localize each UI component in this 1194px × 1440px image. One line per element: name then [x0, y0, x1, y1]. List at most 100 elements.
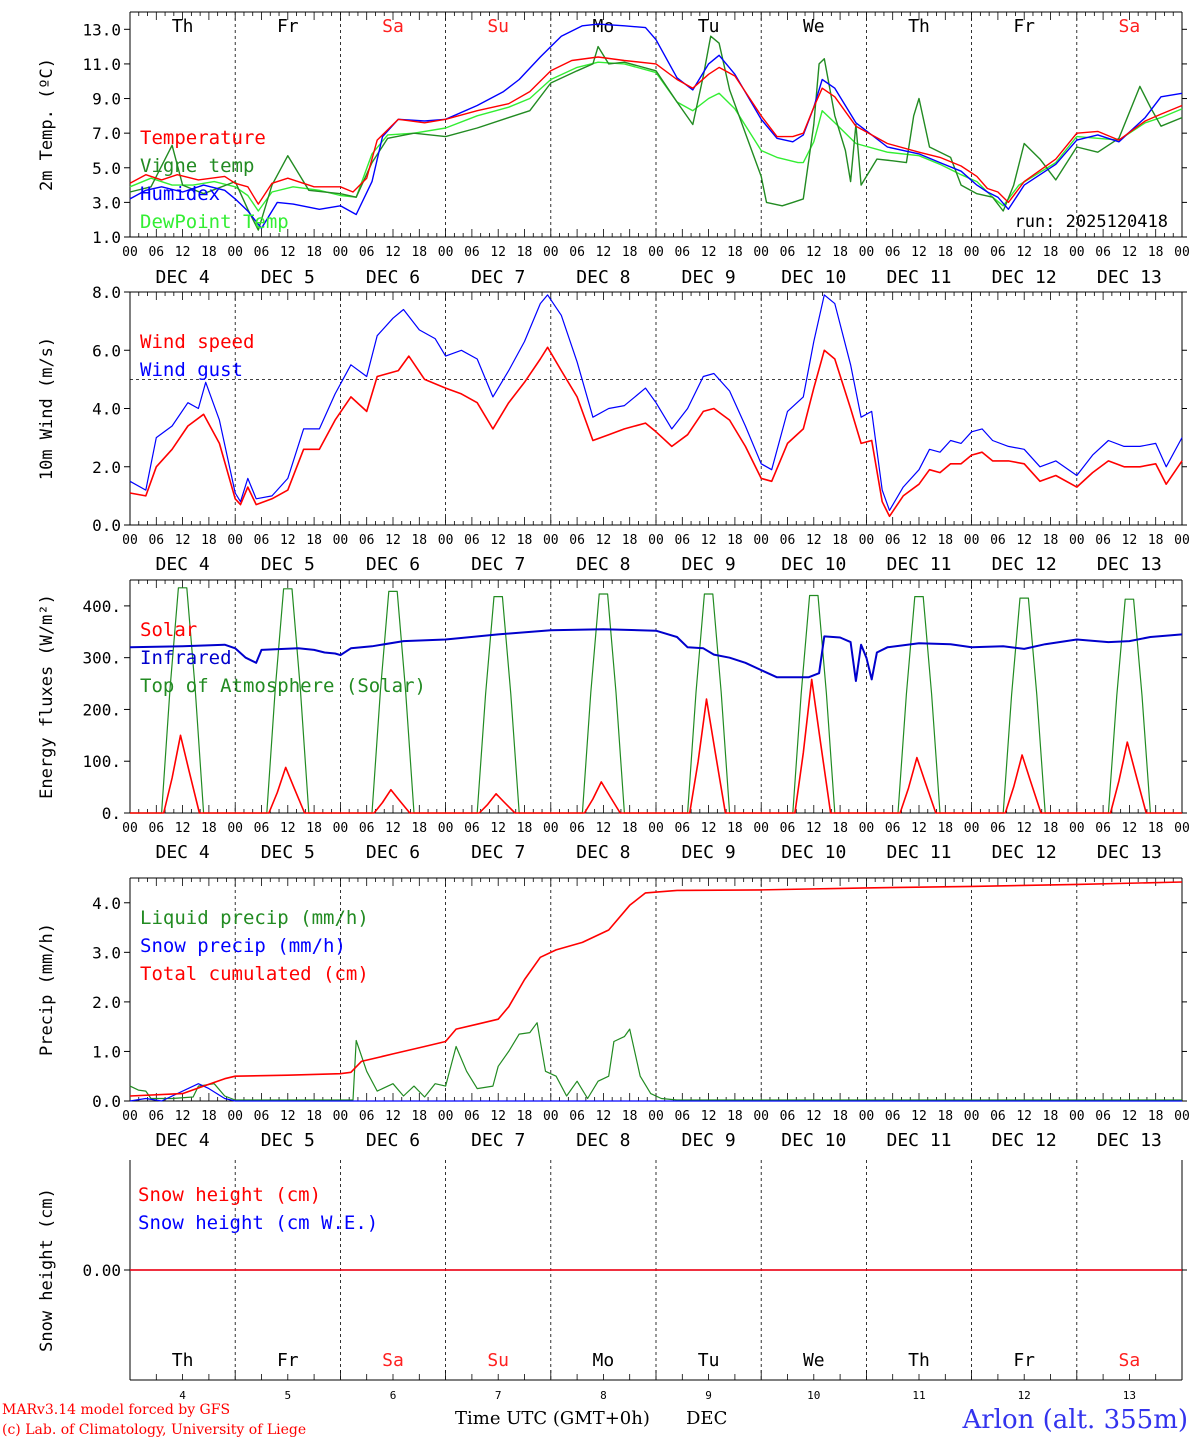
date-label: DEC 5 — [261, 1130, 315, 1151]
y-tick-label: 0. — [102, 804, 121, 823]
hour-label: 18 — [306, 821, 322, 836]
hour-label: 06 — [1095, 821, 1111, 836]
day-name: Mo — [593, 1350, 615, 1371]
day-number: 10 — [807, 1389, 820, 1402]
date-label: DEC 13 — [1097, 842, 1162, 863]
y-tick-label: 0.00 — [82, 1261, 121, 1280]
y-tick-label: 4.0 — [92, 400, 121, 419]
hour-label: 12 — [806, 533, 822, 548]
legend-entry: Total cumulated (cm) — [140, 963, 369, 985]
hour-label: 06 — [1095, 1109, 1111, 1124]
hour-label: 12 — [1016, 533, 1032, 548]
hour-label: 00 — [227, 1109, 243, 1124]
hour-label: 12 — [806, 245, 822, 260]
date-label: DEC 8 — [576, 1130, 630, 1151]
hour-label: 12 — [280, 821, 296, 836]
hour-label: 18 — [832, 1109, 848, 1124]
day-name: Th — [172, 16, 194, 37]
day-name: Fr — [277, 1350, 299, 1371]
hour-label: 06 — [885, 821, 901, 836]
hour-label: 00 — [122, 533, 138, 548]
legend-entry: Vigne temp — [140, 155, 254, 177]
hour-label: 18 — [201, 821, 217, 836]
hour-label: 18 — [937, 821, 953, 836]
hour-label: 06 — [254, 1109, 270, 1124]
hour-label: 12 — [175, 821, 191, 836]
hour-label: 00 — [1174, 245, 1190, 260]
date-label: DEC 13 — [1097, 554, 1162, 575]
hour-label: 12 — [385, 533, 401, 548]
date-label: DEC 5 — [261, 267, 315, 288]
hour-label: 18 — [622, 533, 638, 548]
hour-label: 06 — [885, 1109, 901, 1124]
day-name: Su — [487, 16, 509, 37]
hour-label: 00 — [964, 821, 980, 836]
hour-label: 00 — [859, 533, 875, 548]
hour-label: 12 — [806, 1109, 822, 1124]
date-label: DEC 9 — [682, 842, 736, 863]
series-liquid-precip — [129, 1022, 1182, 1101]
day-number: 8 — [600, 1389, 607, 1402]
hour-label: 18 — [727, 821, 743, 836]
date-label: DEC 8 — [576, 842, 630, 863]
hour-label: 00 — [543, 245, 559, 260]
y-tick-label: 0.0 — [92, 1092, 121, 1111]
hour-label: 18 — [411, 1109, 427, 1124]
date-label: DEC 11 — [886, 1130, 951, 1151]
hour-label: 00 — [122, 821, 138, 836]
hour-label: 00 — [227, 821, 243, 836]
day-number: 7 — [495, 1389, 502, 1402]
date-label: DEC 10 — [781, 842, 846, 863]
hour-label: 18 — [1043, 245, 1059, 260]
hour-label: 00 — [438, 245, 454, 260]
hour-label: 12 — [1016, 245, 1032, 260]
date-label: DEC 12 — [992, 842, 1057, 863]
date-label: DEC 7 — [471, 554, 525, 575]
hour-label: 00 — [438, 821, 454, 836]
hour-label: 18 — [517, 245, 533, 260]
hour-label: 00 — [1069, 821, 1085, 836]
hour-label: 12 — [385, 821, 401, 836]
hour-label: 12 — [701, 1109, 717, 1124]
hour-label: 12 — [911, 533, 927, 548]
hour-label: 06 — [990, 1109, 1006, 1124]
date-label: DEC 11 — [886, 554, 951, 575]
hour-label: 00 — [753, 821, 769, 836]
date-label: DEC 4 — [156, 554, 210, 575]
day-number: 11 — [912, 1389, 925, 1402]
date-label: DEC 10 — [781, 267, 846, 288]
hour-label: 18 — [1043, 533, 1059, 548]
hour-label: 00 — [543, 821, 559, 836]
y-tick-label: 2.0 — [92, 458, 121, 477]
hour-label: 18 — [727, 1109, 743, 1124]
date-label: DEC 11 — [886, 842, 951, 863]
day-name: Sa — [382, 1350, 404, 1371]
y-tick-label: 300. — [82, 649, 121, 668]
hour-label: 18 — [1148, 821, 1164, 836]
hour-label: 12 — [1016, 1109, 1032, 1124]
credit-line-2: (c) Lab. of Climatology, University of L… — [2, 1422, 306, 1438]
hour-label: 12 — [1016, 821, 1032, 836]
hour-label: 18 — [201, 1109, 217, 1124]
hour-label: 12 — [596, 245, 612, 260]
hour-label: 00 — [1174, 533, 1190, 548]
hour-label: 18 — [1148, 1109, 1164, 1124]
hour-label: 18 — [517, 533, 533, 548]
legend-entry: Liquid precip (mm/h) — [140, 907, 369, 929]
hour-label: 18 — [622, 245, 638, 260]
hour-label: 06 — [359, 533, 375, 548]
hour-label: 12 — [280, 245, 296, 260]
day-name: We — [803, 1350, 825, 1371]
hour-label: 06 — [359, 1109, 375, 1124]
hour-label: 18 — [832, 533, 848, 548]
hour-label: 06 — [990, 245, 1006, 260]
hour-label: 12 — [175, 1109, 191, 1124]
y-tick-label: 13.0 — [82, 20, 121, 39]
panel-energy: 0. 100. 200. 300. 400. Energy fluxes (W/m²) 00… — [37, 579, 1190, 863]
hour-label: 18 — [306, 245, 322, 260]
footer: MARv3.14 model forced by GFS (c) Lab. of … — [2, 1402, 1188, 1438]
hour-label: 06 — [359, 821, 375, 836]
hour-label: 00 — [964, 1109, 980, 1124]
day-name: Su — [487, 1350, 509, 1371]
legend-entry: Temperature — [140, 127, 266, 149]
